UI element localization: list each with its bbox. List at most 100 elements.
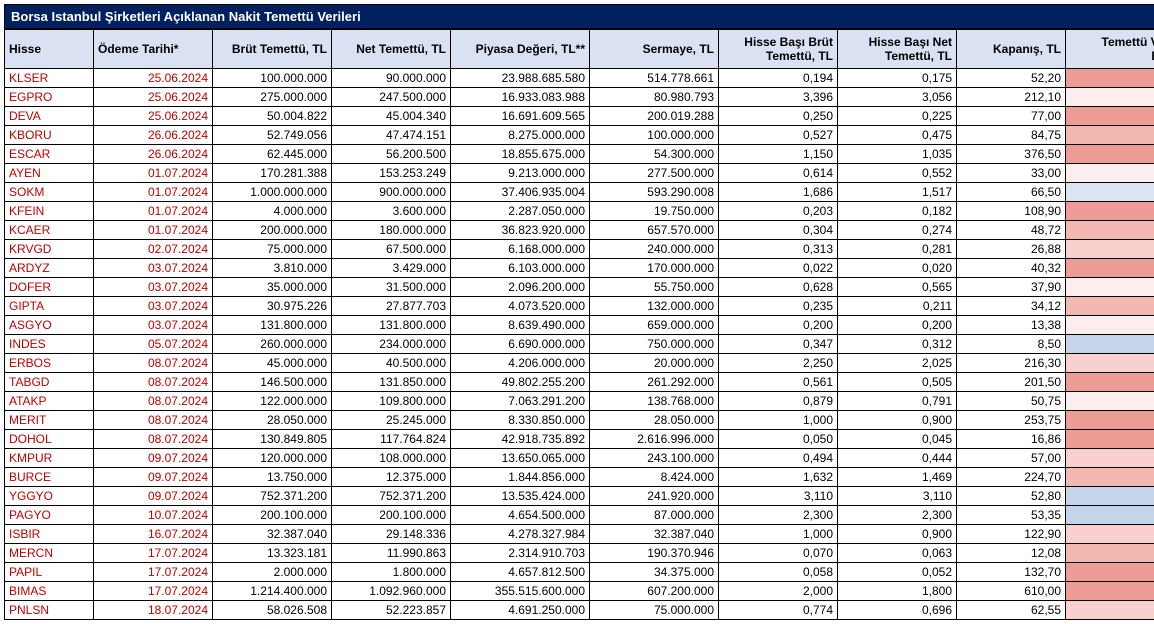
cell: 08.07.2024 (94, 430, 213, 449)
cell: 261.292.000 (590, 373, 719, 392)
cell: KRVGD (5, 240, 94, 259)
table-row: PAGYO10.07.2024200.100.000200.100.0004.6… (5, 506, 1154, 525)
cell: 138.768.000 (590, 392, 719, 411)
cell: 514.778.661 (590, 69, 719, 88)
cell: 130.849.805 (213, 430, 332, 449)
cell: 6.103.000.000 (451, 259, 590, 278)
cell: 3.600.000 (332, 202, 451, 221)
cell: PNLSN (5, 601, 94, 620)
cell: 132.000.000 (590, 297, 719, 316)
cell: 08.07.2024 (94, 354, 213, 373)
table-row: ARDYZ03.07.20243.810.0003.429.0006.103.0… (5, 259, 1154, 278)
cell: 87.000.000 (590, 506, 719, 525)
cell: 52.749.056 (213, 126, 332, 145)
cell: 13.750.000 (213, 468, 332, 487)
table-row: AYEN01.07.2024170.281.388153.253.2499.21… (5, 164, 1154, 183)
cell: EGPRO (5, 88, 94, 107)
cell: 0,070 (719, 544, 838, 563)
cell: 18.855.675.000 (451, 145, 590, 164)
cell: 4.278.327.984 (451, 525, 590, 544)
cell: 33,00 (957, 164, 1066, 183)
cell: ASGYO (5, 316, 94, 335)
cell: 37,90 (957, 278, 1066, 297)
cell: AYEN (5, 164, 94, 183)
cell: 1,7% (1066, 392, 1154, 411)
cell: ATAKP (5, 392, 94, 411)
cell: 58.026.508 (213, 601, 332, 620)
cell: 2.000.000 (213, 563, 332, 582)
cell: 0,4% (1066, 69, 1154, 88)
table-row: MERIT08.07.202428.050.00025.245.0008.330… (5, 411, 1154, 430)
col-header-kap: Kapanış, TL (957, 30, 1066, 69)
cell: 26,88 (957, 240, 1066, 259)
table-row: PAPIL17.07.20242.000.0001.800.0004.657.8… (5, 563, 1154, 582)
cell: 01.07.2024 (94, 221, 213, 240)
cell: 8.424.000 (590, 468, 719, 487)
cell: 45.000.000 (213, 354, 332, 373)
cell: 190.370.946 (590, 544, 719, 563)
table-row: MERCN17.07.202413.323.18111.990.8632.314… (5, 544, 1154, 563)
cell: 1,0% (1066, 354, 1154, 373)
table-row: INDES05.07.2024260.000.000234.000.0006.6… (5, 335, 1154, 354)
table-row: KCAER01.07.2024200.000.000180.000.00036.… (5, 221, 1154, 240)
cell: 0,0% (1066, 563, 1154, 582)
cell: 84,75 (957, 126, 1066, 145)
cell: 29.148.336 (332, 525, 451, 544)
cell: 12,08 (957, 544, 1066, 563)
cell: 0,225 (838, 107, 957, 126)
cell: 42.918.735.892 (451, 430, 590, 449)
cell: 20.000.000 (590, 354, 719, 373)
cell: 0,3% (1066, 145, 1154, 164)
cell: 0,194 (719, 69, 838, 88)
cell: 0,6% (1066, 126, 1154, 145)
cell: 243.100.000 (590, 449, 719, 468)
cell: 80.980.793 (590, 88, 719, 107)
cell: 376,50 (957, 145, 1066, 164)
cell: PAPIL (5, 563, 94, 582)
cell: 57,00 (957, 449, 1066, 468)
table-row: KRVGD02.07.202475.000.00067.500.0006.168… (5, 240, 1154, 259)
table-row: DOFER03.07.202435.000.00031.500.0002.096… (5, 278, 1154, 297)
cell: 01.07.2024 (94, 202, 213, 221)
cell: 26.06.2024 (94, 145, 213, 164)
cell: 610,00 (957, 582, 1066, 601)
cell: 03.07.2024 (94, 297, 213, 316)
cell: 131.850.000 (332, 373, 451, 392)
cell: KMPUR (5, 449, 94, 468)
table-row: ERBOS08.07.202445.000.00040.500.0004.206… (5, 354, 1154, 373)
cell: 01.07.2024 (94, 164, 213, 183)
cell: 0,505 (838, 373, 957, 392)
cell: DOFER (5, 278, 94, 297)
table-row: DOHOL08.07.2024130.849.805117.764.82442.… (5, 430, 1154, 449)
cell: 260.000.000 (213, 335, 332, 354)
cell: 0,900 (838, 411, 957, 430)
cell: 0,250 (719, 107, 838, 126)
cell: 2,000 (719, 582, 838, 601)
cell: MERIT (5, 411, 94, 430)
cell: 54.300.000 (590, 145, 719, 164)
cell: 55.750.000 (590, 278, 719, 297)
header-row: Hisse Ödeme Tarihi* Brüt Temettü, TL Net… (5, 30, 1154, 69)
cell: KLSER (5, 69, 94, 88)
cell: 26.06.2024 (94, 126, 213, 145)
cell: 0,774 (719, 601, 838, 620)
table-row: ISBIR16.07.202432.387.04029.148.3364.278… (5, 525, 1154, 544)
cell: 03.07.2024 (94, 278, 213, 297)
cell: BIMAS (5, 582, 94, 601)
cell: 0,494 (719, 449, 838, 468)
cell: 253,75 (957, 411, 1066, 430)
cell: KFEIN (5, 202, 94, 221)
cell: 1,469 (838, 468, 957, 487)
cell: 224,70 (957, 468, 1066, 487)
cell: 1,150 (719, 145, 838, 164)
cell: 0,6% (1066, 544, 1154, 563)
col-header-hisse: Hisse (5, 30, 94, 69)
cell: 17.07.2024 (94, 582, 213, 601)
cell: INDES (5, 335, 94, 354)
cell: 13.323.181 (213, 544, 332, 563)
cell: 50,75 (957, 392, 1066, 411)
cell: 659.000.000 (590, 316, 719, 335)
cell: ESCAR (5, 145, 94, 164)
cell: 0,050 (719, 430, 838, 449)
cell: 3,396 (719, 88, 838, 107)
